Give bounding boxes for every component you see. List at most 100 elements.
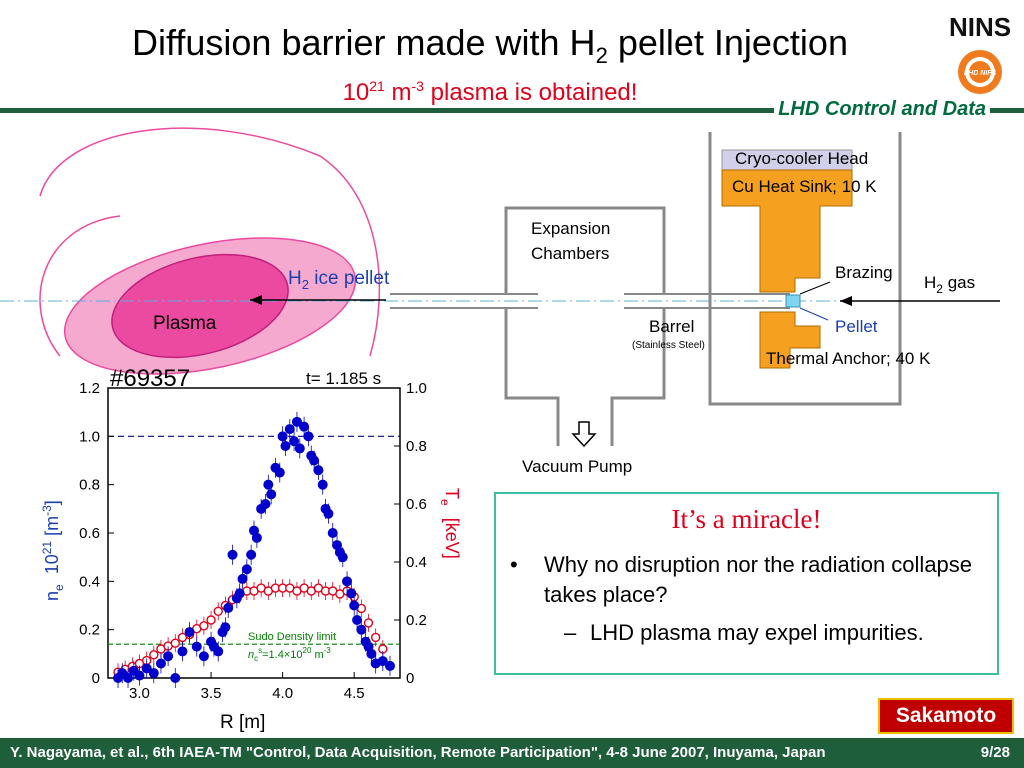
- density-point: [263, 479, 274, 490]
- thermal-anchor: [759, 311, 821, 369]
- density-point: [277, 431, 288, 442]
- svg-text:Vacuum Pump: Vacuum Pump: [522, 457, 632, 476]
- density-point: [148, 668, 159, 679]
- y-right-tick-label: 0.4: [406, 554, 427, 571]
- nins-logo: NINS LHD NIFS: [949, 12, 1011, 94]
- density-point: [356, 624, 367, 635]
- shot-label: #69357: [110, 365, 190, 392]
- density-point: [241, 564, 252, 575]
- svg-text:LHD NIFS: LHD NIFS: [964, 70, 997, 77]
- temperature-point: [170, 638, 180, 648]
- density-point: [274, 467, 285, 478]
- density-point: [299, 421, 310, 432]
- svg-text:Expansion: Expansion: [531, 219, 610, 238]
- density-point: [323, 508, 334, 519]
- sudo-label: Sudo Density limit: [248, 631, 336, 643]
- density-point: [303, 431, 314, 442]
- y-left-tick-label: 0: [92, 670, 100, 687]
- density-point: [346, 588, 357, 599]
- x-tick-label: 4.0: [272, 685, 293, 702]
- density-point: [294, 443, 305, 454]
- page-number: 9/28: [980, 744, 1010, 761]
- header-divider: [0, 108, 1024, 113]
- y-right-tick-label: 0.2: [406, 612, 427, 629]
- slide-title: Diffusion barrier made with H2 pellet In…: [132, 22, 848, 69]
- bullet-mark: •: [510, 552, 518, 577]
- density-point: [327, 528, 338, 538]
- ice-pellet-label: H2 ice pellet: [288, 268, 390, 292]
- density-point: [184, 627, 195, 638]
- bullet-question: Why no disruption nor the radiation coll…: [544, 552, 973, 607]
- svg-text:Cryo-cooler Head: Cryo-cooler Head: [735, 149, 868, 168]
- x-tick-label: 3.5: [201, 685, 222, 702]
- density-point: [191, 641, 202, 652]
- svg-text:Chambers: Chambers: [531, 244, 609, 263]
- conclusion-box: It’s a miracle! • Why no disruption nor …: [494, 492, 999, 675]
- density-point: [309, 455, 320, 466]
- temperature-point: [370, 632, 381, 643]
- density-point: [313, 465, 324, 476]
- svg-text:Brazing: Brazing: [835, 263, 893, 282]
- main-figure: Plasma H2 ice pellet Expansion Chambers …: [0, 127, 1000, 733]
- cryostat-wall: [708, 132, 902, 406]
- temperature-point: [199, 621, 209, 631]
- injector-diagram: Expansion Chambers Barrel (Stainless Ste…: [390, 132, 1000, 476]
- density-point: [163, 651, 174, 662]
- footer-bar: Y. Nagayama, et al., 6th IAEA-TM "Contro…: [0, 738, 1024, 768]
- density-point: [170, 673, 181, 683]
- density-point: [291, 416, 302, 427]
- density-point: [141, 663, 152, 674]
- density-point: [134, 670, 145, 681]
- plasma-core: [111, 253, 289, 359]
- density-point: [352, 615, 363, 625]
- y-left-tick-label: 0.8: [79, 477, 100, 494]
- density-point: [289, 436, 300, 447]
- x-tick-label: 4.5: [344, 685, 365, 702]
- density-point: [342, 576, 353, 587]
- sudo-value: ncs=1.4×1020 m-3: [248, 646, 331, 663]
- density-point: [237, 573, 248, 584]
- y-left-tick-label: 0.6: [79, 525, 100, 542]
- temperature-point: [206, 615, 216, 625]
- y-right-label: Te[keV]: [438, 488, 462, 559]
- density-point: [317, 479, 328, 490]
- density-point: [366, 648, 377, 659]
- density-point: [349, 600, 360, 611]
- density-point: [384, 660, 395, 671]
- density-point: [220, 622, 231, 633]
- temperature-point: [213, 606, 223, 616]
- density-point: [337, 552, 348, 563]
- temperature-point: [149, 650, 159, 660]
- density-point: [251, 532, 262, 543]
- density-point: [377, 656, 388, 667]
- y-left-tick-label: 1.0: [79, 428, 100, 445]
- density-point: [123, 673, 134, 683]
- svg-text:H2 gas: H2 gas: [924, 273, 975, 296]
- y-left-tick-label: 0.4: [79, 573, 100, 590]
- density-point: [260, 499, 271, 509]
- conclusion-title: It’s a miracle!: [671, 504, 822, 534]
- slide-subtitle: 1021 m-3 plasma is obtained!: [342, 78, 638, 106]
- density-point: [266, 489, 277, 500]
- y-right-tick-label: 0.6: [406, 496, 427, 513]
- y-right-tick-label: 0.8: [406, 438, 427, 455]
- down-arrow-icon: [571, 421, 597, 448]
- density-point: [280, 441, 291, 451]
- density-point: [223, 602, 234, 613]
- density-point: [227, 549, 238, 560]
- y-right-tick-label: 0: [406, 670, 414, 687]
- cu-heat-sink: [721, 169, 853, 293]
- plasma-label: Plasma: [153, 313, 217, 334]
- svg-text:Barrel: Barrel: [649, 317, 694, 336]
- density-point: [246, 549, 257, 560]
- density-point: [177, 646, 188, 657]
- section-label: LHD Control and Data: [774, 98, 990, 121]
- citation: Y. Nagayama, et al., 6th IAEA-TM "Contro…: [10, 744, 826, 761]
- plasma-diagram: Plasma H2 ice pellet: [0, 127, 1000, 375]
- svg-text:Pellet: Pellet: [835, 317, 878, 336]
- y-left-tick-label: 0.2: [79, 622, 100, 639]
- sub-bullet-mark: –: [564, 620, 577, 645]
- expansion-chamber-top: [504, 206, 666, 294]
- y-left-tick-label: 1.2: [79, 380, 100, 397]
- density-point: [213, 646, 224, 657]
